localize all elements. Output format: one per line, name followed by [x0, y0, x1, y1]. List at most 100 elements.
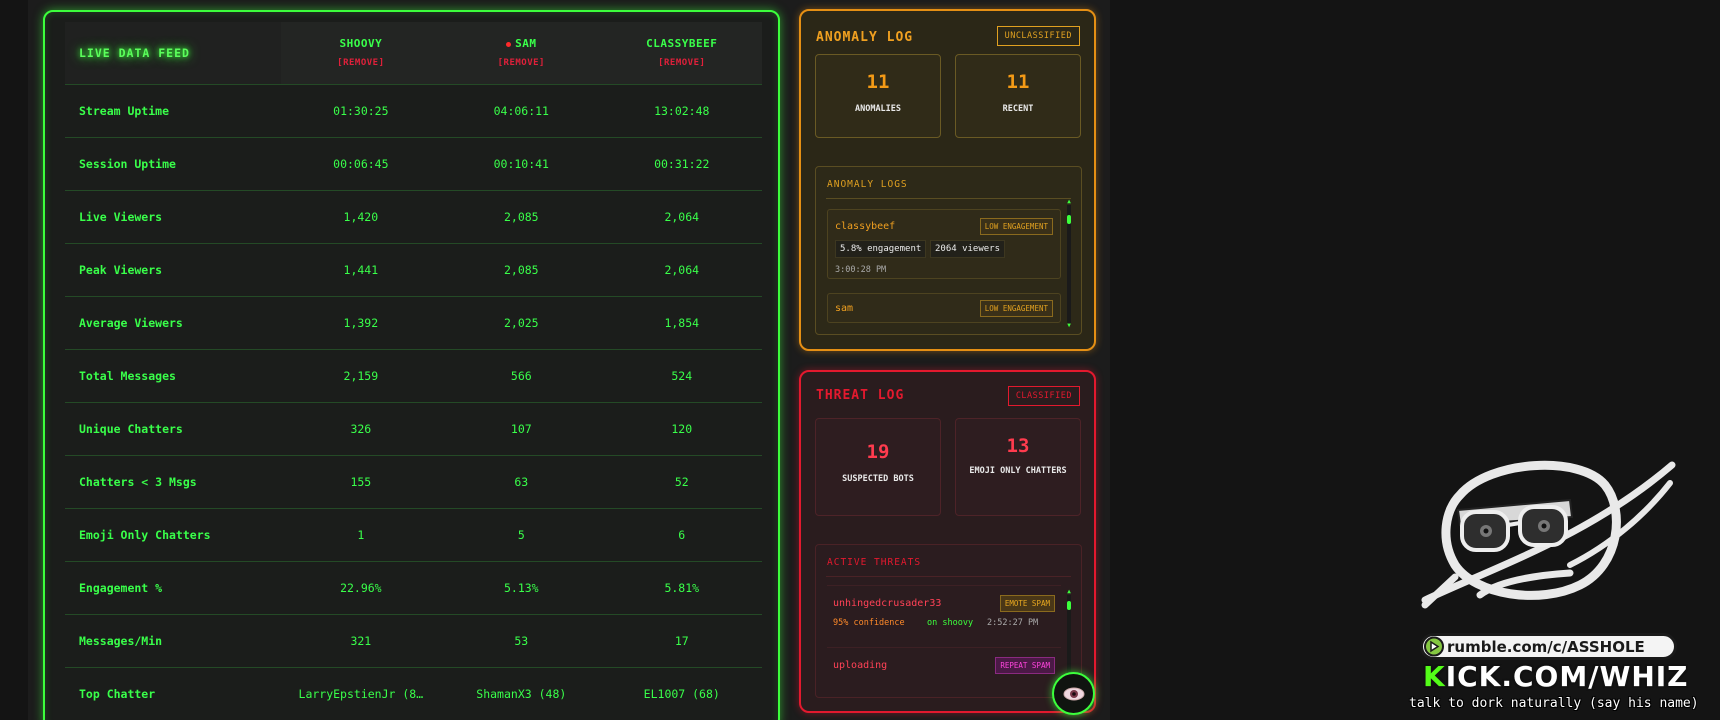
table-cell: 524	[601, 349, 762, 403]
table-cell: 17	[601, 614, 762, 668]
scroll-thumb[interactable]	[1067, 601, 1071, 610]
anomaly-entry[interactable]: classybeef LOW ENGAGEMENT 5.8% engagemen…	[827, 209, 1061, 279]
table-cell: 63	[441, 455, 602, 509]
live-data-table: LIVE DATA FEED SHOOVY [REMOVE] SAM [REMO…	[65, 22, 762, 720]
row-label: Stream Uptime	[65, 84, 281, 138]
kick-channel-text: KICK.COM/WHIZ	[1423, 662, 1688, 692]
kick-k: K	[1423, 660, 1446, 693]
scroll-up-icon[interactable]: ▲	[1067, 588, 1071, 595]
active-threats-scrollbar[interactable]: ▲	[1067, 589, 1071, 690]
table-cell: 2,159	[280, 349, 442, 403]
rumble-url: rumble.com/c/ASSHOLE	[1447, 638, 1645, 656]
row-label: Emoji Only Chatters	[65, 508, 281, 562]
stat-value: 13	[1006, 435, 1030, 457]
table-cell: 2,064	[601, 243, 762, 297]
recent-stat-card: 11 RECENT	[955, 54, 1081, 138]
table-cell: EL1007 (68)	[601, 667, 762, 720]
table-cell: 1,420	[280, 190, 442, 244]
viewers-chip: 2064 viewers	[930, 240, 1006, 258]
table-cell: 2,025	[441, 296, 602, 350]
table-cell: 04:06:11	[441, 84, 602, 138]
anomaly-logs-scrollbar[interactable]: ▲ ▼	[1067, 199, 1071, 329]
emote-spam-tag: EMOTE SPAM	[999, 595, 1055, 612]
table-cell: 52	[601, 455, 762, 509]
unclassified-badge: UNCLASSIFIED	[996, 26, 1080, 46]
table-cell: 321	[280, 614, 442, 668]
stat-label: SUSPECTED BOTS	[842, 474, 914, 484]
table-row: Messages/Min 321 53 17	[65, 614, 762, 668]
table-body: Stream Uptime 01:30:25 04:06:11 13:02:48 Ses…	[65, 84, 762, 720]
scroll-thumb[interactable]	[1067, 215, 1071, 224]
table-cell: 1,392	[280, 296, 442, 350]
column-name: SAM	[515, 37, 537, 51]
overlay-tagline: talk to dork naturally (say his name)	[1409, 696, 1699, 711]
row-label: Top Chatter	[65, 667, 281, 720]
table-row: Live Viewers 1,420 2,085 2,064	[65, 190, 762, 244]
table-row: Peak Viewers 1,441 2,085 2,064	[65, 243, 762, 297]
table-cell: 53	[441, 614, 602, 668]
table-cell: 2,085	[441, 243, 602, 297]
stat-value: 19	[866, 441, 890, 463]
remove-sam-button[interactable]: [REMOVE]	[497, 58, 545, 69]
low-engagement-tag: LOW ENGAGEMENT	[979, 218, 1053, 235]
table-row: Stream Uptime 01:30:25 04:06:11 13:02:48	[65, 84, 762, 138]
table-cell: LarryEpstienJr (8…	[280, 667, 442, 720]
table-cell: 1	[280, 508, 442, 562]
table-row: Total Messages 2,159 566 524	[65, 349, 762, 403]
column-header-classybeef: CLASSYBEEF [REMOVE]	[601, 22, 762, 85]
threat-entry[interactable]: unhingedcrusader33 EMOTE SPAM 95% confid…	[827, 585, 1061, 645]
row-label: Engagement %	[65, 561, 281, 615]
table-cell: 01:30:25	[280, 84, 442, 138]
table-cell: 5	[441, 508, 602, 562]
table-cell: 5.81%	[601, 561, 762, 615]
live-indicator-icon	[506, 41, 512, 47]
active-threats-title: ACTIVE THREATS	[827, 557, 922, 568]
entry-channel-name: classybeef	[835, 221, 896, 232]
table-cell: 326	[280, 402, 442, 456]
repeat-spam-tag: REPEAT SPAM	[995, 657, 1055, 674]
remove-shoovy-button[interactable]: [REMOVE]	[337, 58, 385, 69]
remove-classybeef-button[interactable]: [REMOVE]	[658, 58, 706, 69]
table-cell: 5.13%	[441, 561, 602, 615]
threat-entry[interactable]: uploading REPEAT SPAM	[827, 647, 1061, 687]
column-name-wrapper: SAM	[441, 37, 601, 50]
table-cell: 566	[441, 349, 602, 403]
entry-timestamp: 3:00:28 PM	[835, 265, 887, 275]
table-cell: 00:10:41	[441, 137, 602, 191]
low-engagement-tag: LOW ENGAGEMENT	[979, 300, 1053, 317]
table-row: Chatters < 3 Msgs 155 63 52	[65, 455, 762, 509]
active-threats-box: ACTIVE THREATS unhingedcrusader33 EMOTE …	[815, 544, 1082, 698]
engagement-chip: 5.8% engagement	[835, 240, 927, 258]
stat-label: RECENT	[1002, 104, 1034, 114]
table-cell: 2,064	[601, 190, 762, 244]
column-name: CLASSYBEEF	[646, 37, 718, 51]
row-label: Messages/Min	[65, 614, 281, 668]
eye-toggle-button[interactable]	[1052, 672, 1095, 715]
divider	[826, 198, 1071, 199]
table-row: Top Chatter LarryEpstienJr (8… ShamanX3 (4…	[65, 667, 762, 720]
column-name: SHOOVY	[339, 37, 383, 51]
threat-log-title: THREAT LOG	[816, 388, 905, 403]
stat-label: ANOMALIES	[854, 104, 902, 114]
threat-timestamp: 2:52:27 PM	[987, 618, 1039, 628]
table-cell: 120	[601, 402, 762, 456]
anomaly-entry[interactable]: sam LOW ENGAGEMENT	[827, 293, 1061, 323]
rumble-play-icon	[1430, 640, 1440, 653]
anomaly-log-title: ANOMALY LOG	[816, 30, 914, 45]
table-cell: 1,441	[280, 243, 442, 297]
row-label: Session Uptime	[65, 137, 281, 191]
sunglasses-mascot-logo	[1421, 460, 1676, 609]
row-label: Average Viewers	[65, 296, 281, 350]
threat-log-panel: THREAT LOG CLASSIFIED 19 SUSPECTED BOTS …	[799, 370, 1096, 713]
live-data-feed-panel: LIVE DATA FEED SHOOVY [REMOVE] SAM [REMO…	[43, 10, 780, 720]
row-label: Peak Viewers	[65, 243, 281, 297]
divider	[826, 576, 1071, 577]
scroll-up-icon[interactable]: ▲	[1067, 198, 1071, 205]
table-cell: 13:02:48	[601, 84, 762, 138]
column-header-sam: SAM [REMOVE]	[441, 22, 602, 85]
feed-title: LIVE DATA FEED	[65, 22, 281, 85]
table-cell: 1,854	[601, 296, 762, 350]
scroll-down-icon[interactable]: ▼	[1067, 322, 1071, 329]
threat-channel: on shoovy	[927, 618, 974, 628]
